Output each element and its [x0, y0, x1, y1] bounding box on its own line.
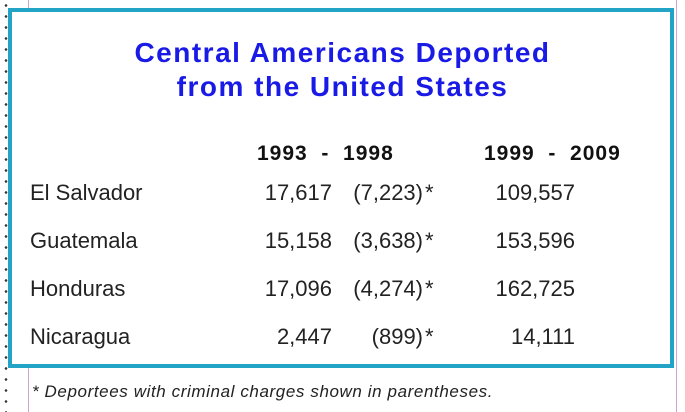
total-1993-1998: 2,447	[276, 324, 332, 349]
table-frame	[8, 8, 674, 368]
criminal-1993-1998: (3,638)	[353, 228, 423, 253]
margin-dots	[4, 0, 8, 412]
table-row: Nicaragua 2,447 (899) * 14,111	[0, 324, 685, 354]
total-1999-2009: 153,596	[495, 228, 575, 253]
total-1999-2009: 14,111	[510, 324, 575, 349]
title-line-2: from the United States	[176, 71, 509, 102]
page-title: Central Americans Deported from the Unit…	[0, 36, 685, 104]
table-row: El Salvador 17,617 (7,223) * 109,557	[0, 180, 685, 210]
country-name: Honduras	[30, 276, 126, 301]
footnote-marker: *	[425, 228, 434, 253]
country-name: Nicaragua	[30, 324, 131, 349]
table-row: Guatemala 15,158 (3,638) * 153,596	[0, 228, 685, 258]
total-1999-2009: 162,725	[495, 276, 575, 301]
column-header-1993-1998: 1993 - 1998	[257, 142, 394, 165]
total-1993-1998: 17,096	[264, 276, 332, 301]
criminal-1993-1998: (4,274)	[353, 276, 423, 301]
right-margin-guide	[676, 0, 677, 412]
table-row: Honduras 17,096 (4,274) * 162,725	[0, 276, 685, 306]
criminal-1993-1998: (899)	[371, 324, 423, 349]
footnote: * Deportees with criminal charges shown …	[32, 382, 494, 401]
total-1999-2009: 109,557	[495, 180, 575, 205]
title-line-1: Central Americans Deported	[134, 37, 551, 68]
total-1993-1998: 17,617	[264, 180, 332, 205]
footnote-marker: *	[425, 180, 434, 205]
footnote-marker: *	[425, 276, 434, 301]
footnote-marker: *	[425, 324, 434, 349]
country-name: Guatemala	[30, 228, 138, 253]
criminal-1993-1998: (7,223)	[353, 180, 423, 205]
country-name: El Salvador	[30, 180, 143, 205]
total-1993-1998: 15,158	[264, 228, 332, 253]
column-header-1999-2009: 1999 - 2009	[484, 142, 621, 165]
